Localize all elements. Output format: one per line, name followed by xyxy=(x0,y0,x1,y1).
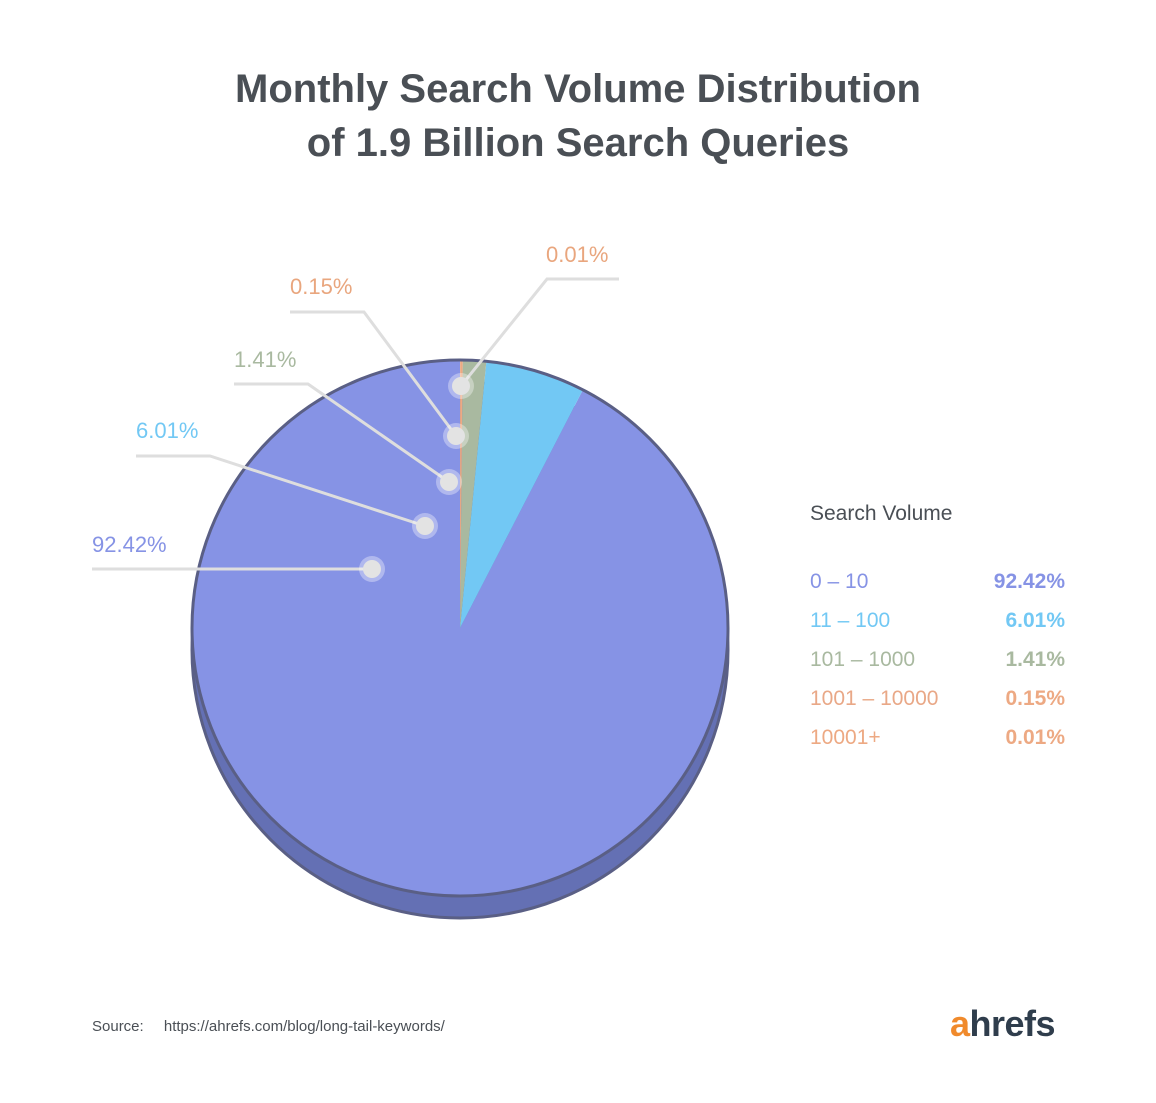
logo-text: hrefs xyxy=(969,1003,1056,1044)
chart-title-line-2: of 1.9 Billion Search Queries xyxy=(306,121,850,165)
legend-percent: 0.15% xyxy=(1005,687,1065,710)
slice-data-label: 92.42% xyxy=(92,532,167,557)
leader-line xyxy=(136,454,426,528)
legend-percent: 1.41% xyxy=(1005,648,1065,671)
pie-outline xyxy=(190,358,730,898)
source-label: Source: xyxy=(92,1018,144,1035)
legend-row-11-100: 11 – 100 6.01% xyxy=(810,609,1065,639)
legend-percent: 92.42% xyxy=(993,570,1065,593)
marker-dot xyxy=(440,473,458,491)
legend-row-10001-plus: 10001+ 0.01% xyxy=(810,726,1065,756)
leader-line xyxy=(459,277,619,387)
source-url: https://ahrefs.com/blog/long-tail-keywor… xyxy=(163,1018,445,1035)
slice-data-label: 0.01% xyxy=(546,242,608,267)
marker-dot xyxy=(452,377,470,395)
source-note: Source: https://ahrefs.com/blog/long-tai… xyxy=(92,1018,445,1035)
pie-slice xyxy=(460,361,583,628)
chart-title: Monthly Search Volume Distribution of 1.… xyxy=(0,62,1156,170)
legend-percent: 0.01% xyxy=(1005,726,1065,749)
marker-dot xyxy=(447,427,465,445)
legend-percent: 6.01% xyxy=(1005,609,1065,632)
chart-title-line-1: Monthly Search Volume Distribution xyxy=(235,67,921,111)
slice-data-label: 0.15% xyxy=(290,274,352,299)
legend-range: 1001 – 10000 xyxy=(810,687,939,710)
legend-title: Search Volume xyxy=(810,502,953,525)
legend-range: 10001+ xyxy=(810,726,881,749)
legend-row-101-1000: 101 – 1000 1.41% xyxy=(810,648,1065,678)
legend-range: 0 – 10 xyxy=(810,570,869,593)
legend-row-0-10: 0 – 10 92.42% xyxy=(810,570,1065,600)
slice-data-label: 1.41% xyxy=(234,347,296,372)
pie-slice xyxy=(460,360,463,628)
slice-data-label: 6.01% xyxy=(136,418,198,443)
marker-dot xyxy=(416,517,434,535)
leader-line xyxy=(234,382,450,484)
legend-range: 101 – 1000 xyxy=(810,648,916,671)
pie-slice xyxy=(460,360,487,628)
leader-line xyxy=(290,310,458,437)
logo-letter-a: a xyxy=(950,1003,970,1044)
legend-row-1001-10000: 1001 – 10000 0.15% xyxy=(810,687,1065,717)
legend-range: 11 – 100 xyxy=(810,609,891,632)
marker-dot xyxy=(363,560,381,578)
ahrefs-logo: ahrefs xyxy=(950,1003,1056,1045)
